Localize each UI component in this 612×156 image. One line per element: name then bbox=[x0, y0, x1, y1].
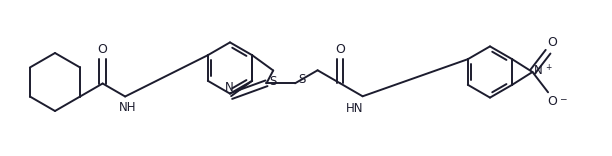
Text: S: S bbox=[299, 73, 306, 86]
Text: O: O bbox=[547, 95, 557, 108]
Text: O: O bbox=[547, 36, 557, 49]
Text: N: N bbox=[225, 81, 234, 94]
Text: N: N bbox=[534, 64, 543, 78]
Text: −: − bbox=[559, 94, 567, 103]
Text: O: O bbox=[335, 43, 345, 56]
Text: NH: NH bbox=[118, 101, 136, 114]
Text: +: + bbox=[545, 63, 552, 71]
Text: S: S bbox=[269, 75, 277, 88]
Text: O: O bbox=[98, 43, 108, 56]
Text: HN: HN bbox=[346, 102, 364, 115]
